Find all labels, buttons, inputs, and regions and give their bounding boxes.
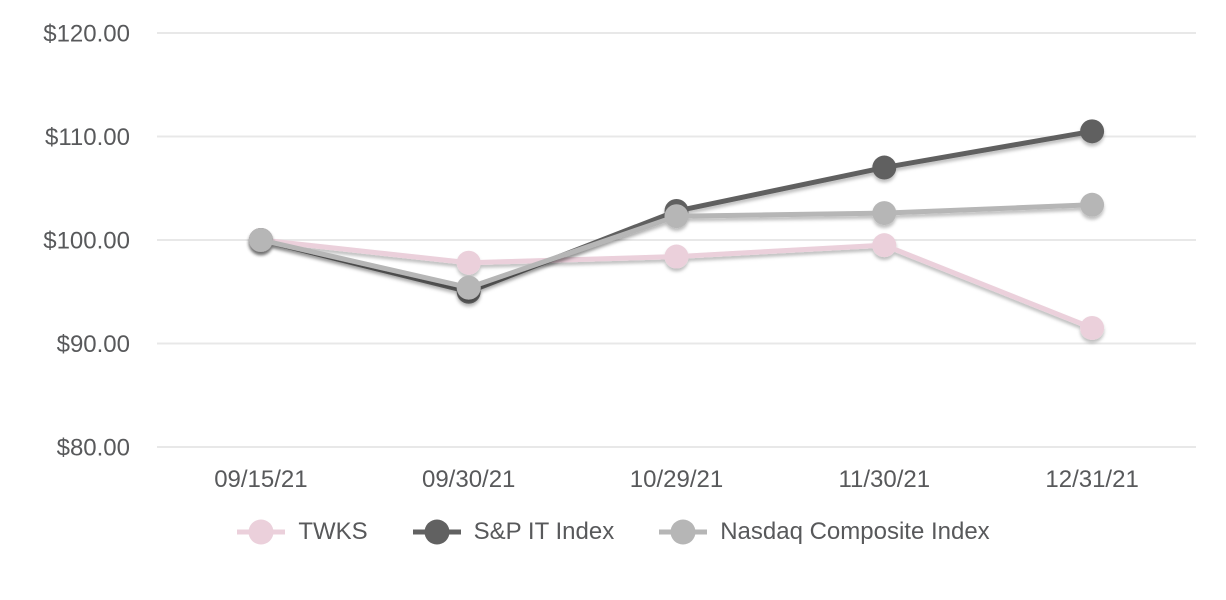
data-point-nasdaq-composite-index-2 xyxy=(664,204,689,229)
x-axis-tick-labels: 09/15/21 09/30/21 10/29/21 11/30/21 12/31/21 xyxy=(214,466,1139,493)
x-tick-label-2: 10/29/21 xyxy=(630,466,723,493)
legend-label-twks: TWKS xyxy=(298,518,368,545)
data-point-nasdaq-composite-index-1 xyxy=(456,275,481,300)
chart-legend: TWKS S&P IT Index Nasdaq Composite Index xyxy=(0,518,1226,546)
legend-item-nasdaq-composite: Nasdaq Composite Index xyxy=(658,518,990,546)
series-twks xyxy=(248,228,1105,340)
data-point-twks-3 xyxy=(872,233,897,258)
data-point-twks-1 xyxy=(456,250,481,275)
data-point-twks-4 xyxy=(1080,315,1105,340)
y-axis-tick-labels: $80.00 $90.00 $100.00 $110.00 $120.00 xyxy=(43,21,130,462)
data-point-nasdaq-composite-index-4 xyxy=(1080,192,1105,217)
y-tick-label-90: $90.00 xyxy=(57,331,130,358)
x-tick-label-0: 09/15/21 xyxy=(214,466,307,493)
y-tick-label-110: $110.00 xyxy=(45,124,130,151)
x-tick-label-1: 09/30/21 xyxy=(422,466,515,493)
data-point-s-p-it-index-4 xyxy=(1080,119,1105,144)
gridlines xyxy=(157,32,1196,448)
data-point-nasdaq-composite-index-0 xyxy=(248,228,273,252)
data-point-nasdaq-composite-index-3 xyxy=(872,201,897,226)
legend-marker-nasdaq-composite-icon xyxy=(659,519,708,545)
series-lines xyxy=(248,119,1105,340)
series-nasdaq-composite-index xyxy=(248,192,1105,300)
legend-marker-sp-it-index-icon xyxy=(412,519,461,545)
legend-marker-twks-icon xyxy=(237,519,286,545)
legend-item-sp-it-index: S&P IT Index xyxy=(412,518,615,546)
legend-label-nasdaq-composite: Nasdaq Composite Index xyxy=(720,518,990,545)
y-tick-label-120: $120.00 xyxy=(43,21,130,48)
legend-item-twks: TWKS xyxy=(236,518,368,546)
y-tick-label-100: $100.00 xyxy=(43,228,130,255)
legend-label-sp-it-index: S&P IT Index xyxy=(473,518,615,545)
data-point-twks-2 xyxy=(664,244,689,269)
y-tick-label-80: $80.00 xyxy=(57,435,130,462)
x-tick-label-4: 12/31/21 xyxy=(1045,466,1138,493)
x-tick-label-3: 11/30/21 xyxy=(838,466,930,493)
data-point-s-p-it-index-3 xyxy=(872,155,897,180)
line-chart-plot-area: $80.00 $90.00 $100.00 $110.00 $120.00 09/15/… xyxy=(43,21,1196,493)
